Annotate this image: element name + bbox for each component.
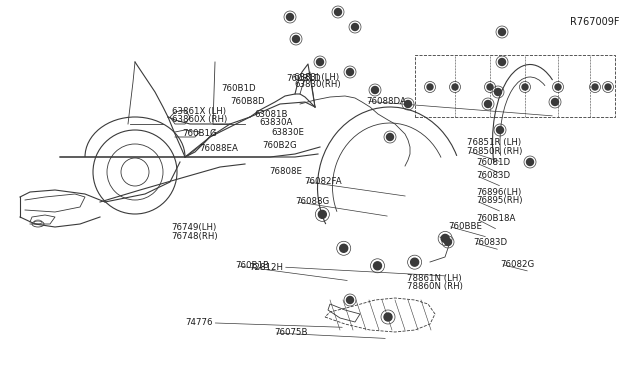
Circle shape [340, 244, 348, 252]
Text: 760B1D: 760B1D [287, 74, 321, 83]
Text: 76088G: 76088G [296, 197, 330, 206]
Text: 76748(RH): 76748(RH) [172, 232, 218, 241]
Circle shape [527, 158, 534, 166]
Text: 78861N (LH): 78861N (LH) [407, 274, 461, 283]
Circle shape [427, 84, 433, 90]
Text: 76082G: 76082G [500, 260, 535, 269]
Text: 760B1G: 760B1G [182, 129, 217, 138]
Circle shape [555, 84, 561, 90]
Text: 760B18A: 760B18A [476, 214, 516, 223]
Circle shape [346, 68, 353, 76]
Circle shape [346, 296, 353, 304]
Circle shape [404, 100, 412, 108]
Text: 63081B: 63081B [255, 110, 288, 119]
Circle shape [292, 35, 300, 42]
Text: 76749(LH): 76749(LH) [172, 223, 217, 232]
Circle shape [495, 89, 502, 96]
Text: 63860X (RH): 63860X (RH) [172, 115, 227, 124]
Circle shape [522, 84, 528, 90]
Text: 76088DA: 76088DA [366, 97, 406, 106]
Bar [415, 55, 615, 117]
Text: 72812H: 72812H [249, 263, 283, 272]
Circle shape [317, 58, 323, 65]
Circle shape [552, 99, 559, 106]
Circle shape [452, 84, 458, 90]
Text: 76088EA: 76088EA [200, 144, 239, 153]
Circle shape [592, 84, 598, 90]
Circle shape [484, 100, 492, 108]
Circle shape [499, 58, 506, 65]
Text: 76895(RH): 76895(RH) [476, 196, 523, 205]
Text: 76851R (LH): 76851R (LH) [467, 138, 522, 147]
Text: 74776: 74776 [185, 318, 212, 327]
Text: 63830A: 63830A [260, 118, 293, 127]
Text: 76081D: 76081D [476, 158, 510, 167]
Circle shape [335, 9, 342, 16]
Text: 76850R (RH): 76850R (RH) [467, 147, 523, 155]
Text: 63830E: 63830E [271, 128, 305, 137]
Text: 76083D: 76083D [476, 171, 510, 180]
Text: 78860N (RH): 78860N (RH) [407, 282, 463, 291]
Text: 76083D: 76083D [474, 238, 508, 247]
Circle shape [318, 210, 326, 218]
Circle shape [487, 84, 493, 90]
Text: 76082FA: 76082FA [305, 177, 342, 186]
Text: 760B1D: 760B1D [221, 84, 255, 93]
Text: 760B1B: 760B1B [236, 261, 269, 270]
Circle shape [351, 23, 358, 31]
Circle shape [374, 262, 381, 270]
Text: 63861X (LH): 63861X (LH) [172, 107, 225, 116]
Circle shape [499, 29, 506, 35]
Circle shape [411, 258, 419, 266]
Circle shape [441, 234, 449, 243]
Text: R767009F: R767009F [570, 17, 620, 27]
Circle shape [384, 313, 392, 321]
Text: 76808E: 76808E [269, 167, 302, 176]
Text: 63830(RH): 63830(RH) [294, 80, 341, 89]
Circle shape [445, 238, 451, 246]
Text: 76075B: 76075B [274, 328, 307, 337]
Text: 6383I (LH): 6383I (LH) [294, 73, 340, 82]
Text: 760BBE: 760BBE [448, 222, 482, 231]
Circle shape [371, 87, 378, 93]
Text: 76896(LH): 76896(LH) [476, 188, 522, 197]
Text: 760B2G: 760B2G [262, 141, 297, 150]
Circle shape [287, 13, 294, 20]
Circle shape [387, 134, 394, 141]
Text: 760B8D: 760B8D [230, 97, 265, 106]
Circle shape [605, 84, 611, 90]
Circle shape [497, 126, 504, 134]
